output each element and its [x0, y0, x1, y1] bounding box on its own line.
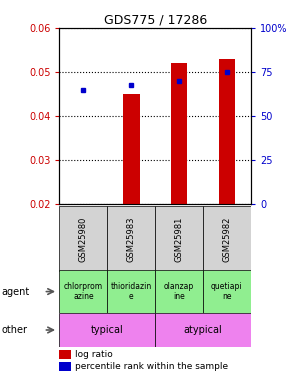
Bar: [171, 63, 187, 204]
Text: GSM25981: GSM25981: [175, 216, 184, 262]
Text: thioridazin
e: thioridazin e: [110, 282, 152, 301]
Bar: [59, 313, 155, 347]
Bar: [59, 206, 107, 272]
Bar: [203, 270, 251, 313]
Text: GSM25980: GSM25980: [79, 216, 88, 262]
Bar: [123, 94, 139, 204]
Text: GSM25982: GSM25982: [222, 216, 231, 262]
Bar: [155, 313, 251, 347]
Text: percentile rank within the sample: percentile rank within the sample: [75, 362, 229, 371]
Bar: [107, 206, 155, 272]
Text: GSM25983: GSM25983: [127, 216, 136, 262]
Bar: [155, 270, 203, 313]
Text: quetiapi
ne: quetiapi ne: [211, 282, 243, 301]
Bar: [155, 206, 203, 272]
Text: agent: agent: [1, 286, 30, 297]
Bar: [203, 206, 251, 272]
Text: atypical: atypical: [184, 325, 222, 335]
Bar: [219, 59, 235, 204]
Text: typical: typical: [91, 325, 124, 335]
Text: olanzap
ine: olanzap ine: [164, 282, 194, 301]
Text: other: other: [1, 325, 28, 335]
Text: chlorprom
azine: chlorprom azine: [64, 282, 103, 301]
Title: GDS775 / 17286: GDS775 / 17286: [104, 14, 207, 27]
Bar: [107, 270, 155, 313]
Text: log ratio: log ratio: [75, 350, 113, 359]
Bar: [59, 270, 107, 313]
